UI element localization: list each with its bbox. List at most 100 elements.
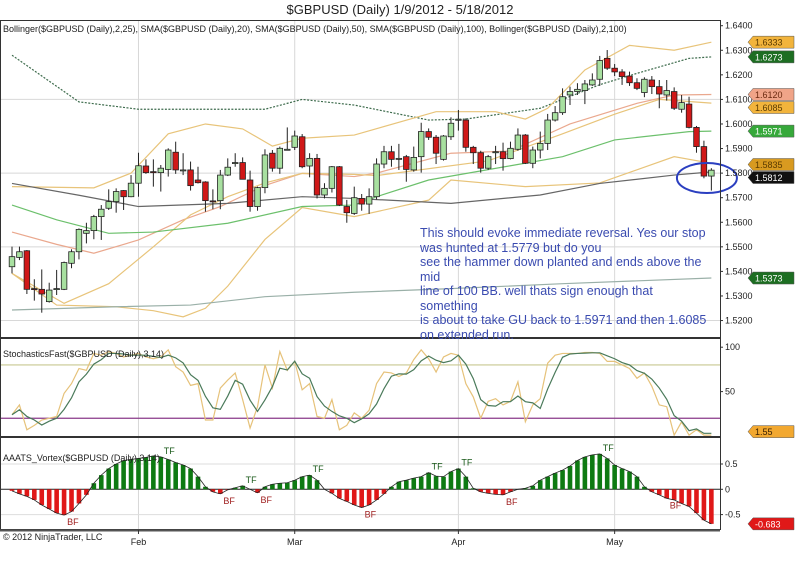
candle: [261, 149, 269, 194]
candle-body: [559, 96, 566, 114]
candle: [641, 77, 648, 98]
candle: [455, 109, 462, 131]
candle-body: [246, 179, 254, 207]
candle: [209, 189, 217, 210]
candle-body: [455, 118, 462, 121]
candle: [127, 175, 135, 198]
candle-body: [16, 251, 23, 258]
vortex-bar: [604, 458, 610, 490]
annotation-text: This should evoke immediate reversal. Ye…: [420, 226, 707, 342]
candle-body: [60, 262, 68, 290]
candle: [328, 165, 336, 193]
candle-body: [596, 60, 603, 80]
copyright: © 2012 NinjaTrader, LLC: [3, 532, 103, 542]
candle: [142, 159, 150, 174]
price-value-tag: 1.5971: [755, 127, 783, 137]
candle-body: [678, 102, 685, 110]
candle: [685, 96, 693, 129]
price-tick-label: 1.6200: [725, 70, 753, 80]
candle: [522, 134, 529, 165]
candle-body: [83, 230, 90, 234]
vortex-bar: [545, 476, 550, 490]
price-pane-label: Bollinger($GBPUSD (Daily),2,25), SMA($GB…: [3, 24, 627, 34]
candle-body: [157, 167, 164, 174]
candle-body: [410, 156, 417, 171]
indicator-line: [11, 130, 712, 234]
candle: [298, 134, 306, 169]
price-value-tag: 1.5835: [755, 160, 783, 170]
candle-body: [641, 78, 648, 93]
candle: [23, 250, 31, 295]
candle-body: [209, 200, 217, 203]
vortex-bar: [642, 486, 647, 490]
vortex-marker-label: BF: [261, 495, 273, 505]
price-value-tag: 1.6120: [755, 90, 783, 100]
candle: [83, 222, 90, 244]
candle-body: [589, 79, 596, 86]
vortex-bar: [634, 476, 640, 490]
candle: [313, 153, 321, 199]
candle: [589, 73, 596, 86]
indicator-line: [11, 98, 712, 305]
candle: [395, 143, 403, 170]
price-value-tag: 1.6333: [755, 38, 783, 48]
candle: [157, 165, 164, 192]
candle: [246, 170, 254, 212]
vortex-bar: [24, 489, 30, 497]
vortex-bar: [627, 471, 632, 490]
vortex-marker-label: BF: [506, 497, 518, 507]
candle: [276, 146, 284, 174]
candle-body: [254, 187, 261, 207]
candle: [321, 183, 328, 199]
candle: [708, 168, 715, 191]
candle-body: [194, 179, 202, 184]
vortex-bar: [9, 489, 15, 491]
candle-body: [284, 148, 291, 151]
candle: [537, 131, 544, 159]
candle-body: [663, 90, 670, 96]
candle: [254, 186, 261, 211]
vortex-bar: [433, 476, 439, 490]
vortex-bar: [39, 489, 45, 505]
candle: [566, 86, 574, 106]
stochastics-pane-frame: [0, 338, 721, 437]
price-value-tag: 1.5373: [755, 274, 783, 284]
candle-body: [618, 71, 626, 77]
vortex-bar: [664, 489, 670, 499]
vortex-bar: [359, 489, 364, 508]
price-value-tag-shape: [747, 158, 795, 171]
price-value-tag-shape: [747, 35, 795, 49]
vortex-marker-label: TF: [603, 443, 614, 453]
candle-body: [417, 131, 425, 158]
vortex-pane-label: AAATS_Vortex($GBPUSD (Daily),3,14): [3, 453, 160, 463]
vortex-bar: [203, 486, 208, 490]
candle-body: [306, 157, 313, 167]
candle: [514, 128, 522, 151]
candle: [105, 189, 112, 210]
vortex-bar: [567, 466, 573, 490]
candle-body: [351, 197, 358, 214]
candle: [187, 161, 194, 191]
vortex-bar: [485, 489, 491, 494]
candle-body: [224, 166, 231, 176]
candle-body: [127, 182, 135, 198]
vortex-marker-label: BF: [670, 500, 682, 510]
vortex-bar: [344, 489, 350, 502]
vortex-bar: [17, 489, 22, 494]
vortex-bar: [136, 458, 141, 490]
vortex-bar: [411, 478, 417, 490]
candle: [410, 146, 417, 172]
candle-body: [105, 201, 112, 209]
indicator-line: [11, 277, 712, 311]
price-tick-label: 1.5300: [725, 291, 753, 301]
price-value-tag: 1.6273: [755, 52, 783, 62]
candle: [633, 78, 641, 91]
candle-body: [388, 151, 395, 160]
vortex-bar: [307, 475, 312, 490]
candle: [120, 190, 127, 210]
candle: [700, 140, 708, 179]
vortex-bar: [441, 476, 446, 490]
candle: [53, 269, 60, 295]
vortex-bar: [54, 489, 59, 514]
vortex-bar: [158, 456, 164, 490]
